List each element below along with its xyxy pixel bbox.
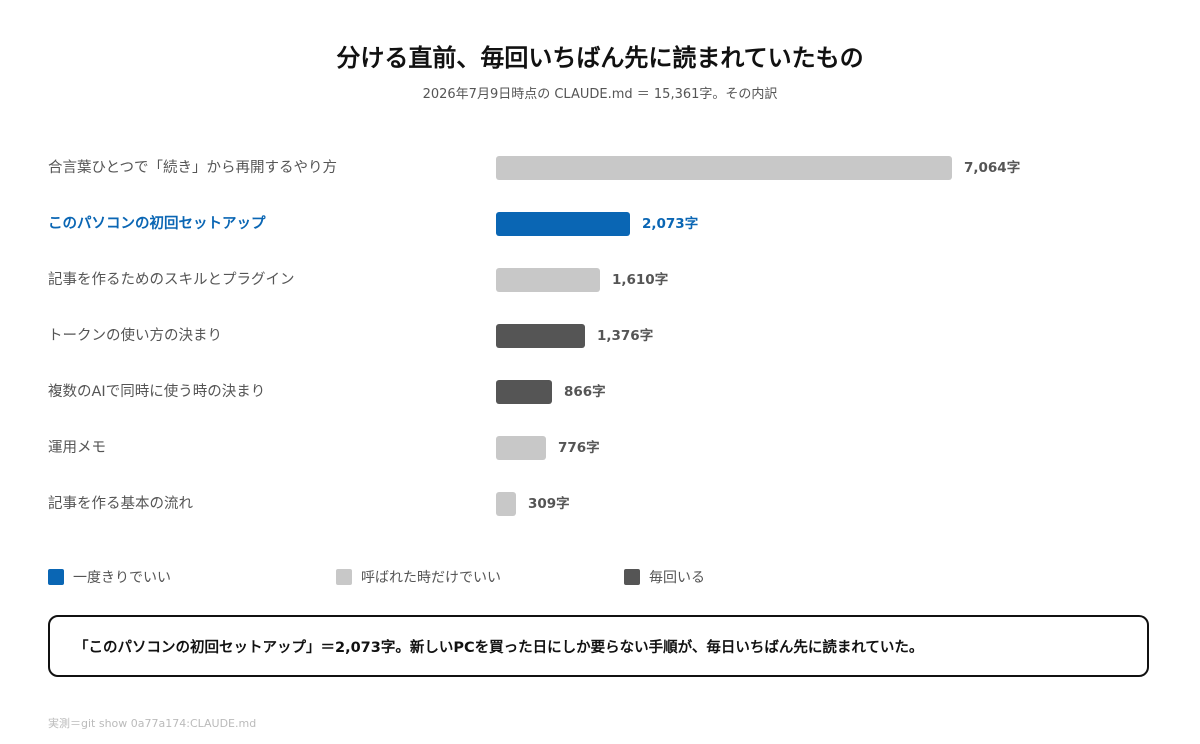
category-label: 記事を作る基本の流れ bbox=[48, 496, 193, 512]
legend-label: 一度きりでいい bbox=[73, 570, 171, 586]
bar bbox=[496, 156, 952, 180]
legend: 一度きりでいい 呼ばれた時だけでいい 毎回いる bbox=[0, 567, 1200, 587]
value-label: 2,073字 bbox=[642, 216, 699, 232]
legend-swatch bbox=[48, 569, 64, 585]
value-label: 1,610字 bbox=[612, 272, 669, 288]
callout-box: 「このパソコンの初回セットアップ」＝2,073字。新しいPCを買った日にしか要ら… bbox=[48, 615, 1149, 677]
value-label: 776字 bbox=[558, 440, 600, 456]
legend-item: 一度きりでいい bbox=[48, 567, 171, 587]
legend-swatch bbox=[624, 569, 640, 585]
category-label: 複数のAIで同時に使う時の決まり bbox=[48, 384, 266, 400]
category-label: 合言葉ひとつで「続き」から再開するやり方 bbox=[48, 160, 337, 176]
bar bbox=[496, 324, 585, 348]
value-label: 309字 bbox=[528, 496, 570, 512]
bar bbox=[496, 436, 546, 460]
bar bbox=[496, 268, 600, 292]
legend-label: 毎回いる bbox=[649, 570, 705, 586]
source-note: 実測＝git show 0a77a174:CLAUDE.md bbox=[48, 717, 257, 730]
bar bbox=[496, 492, 516, 516]
legend-swatch bbox=[336, 569, 352, 585]
callout-text: 「このパソコンの初回セットアップ」＝2,073字。新しいPCを買った日にしか要ら… bbox=[74, 639, 924, 656]
category-label: このパソコンの初回セットアップ bbox=[48, 216, 266, 232]
bar bbox=[496, 212, 630, 236]
chart-subtitle: 2026年7月9日時点の CLAUDE.md ＝ 15,361字。その内訳 bbox=[422, 87, 778, 102]
category-label: 運用メモ bbox=[48, 440, 106, 456]
legend-item: 毎回いる bbox=[624, 567, 705, 587]
value-label: 7,064字 bbox=[964, 160, 1021, 176]
value-label: 866字 bbox=[564, 384, 606, 400]
bar-chart: 合言葉ひとつで「続き」から再開するやり方 7,064字このパソコンの初回セットアッ… bbox=[48, 156, 1021, 516]
legend-label: 呼ばれた時だけでいい bbox=[361, 570, 501, 586]
category-label: 記事を作るためのスキルとプラグイン bbox=[48, 272, 295, 288]
chart-title: 分ける直前、毎回いちばん先に読まれていたもの bbox=[336, 44, 864, 72]
legend-item: 呼ばれた時だけでいい bbox=[336, 567, 501, 587]
value-label: 1,376字 bbox=[597, 328, 654, 344]
category-label: トークンの使い方の決まり bbox=[48, 328, 222, 344]
bar bbox=[496, 380, 552, 404]
